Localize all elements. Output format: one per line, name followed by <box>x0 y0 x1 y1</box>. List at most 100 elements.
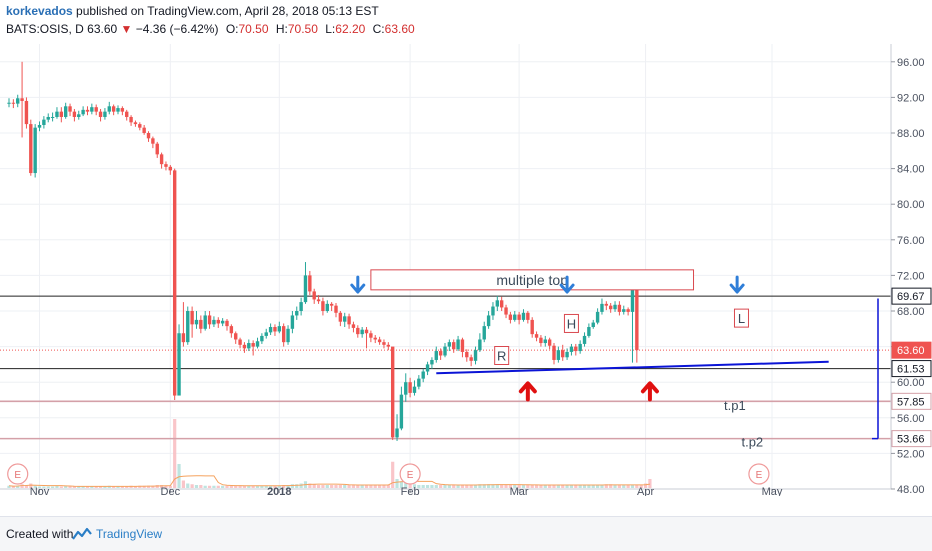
candle-body <box>308 275 312 292</box>
candle-body <box>543 339 547 344</box>
candle-body <box>499 300 504 308</box>
price-chart[interactable]: multiple top R H Lt.p1 t.p2 E E E 48.00 52.00 56.0… <box>0 44 932 496</box>
low-label: L: <box>325 22 336 36</box>
earnings-icon <box>748 463 770 485</box>
price-axis-label: 76.00 <box>897 235 925 247</box>
time-axis-label: Apr <box>637 486 654 496</box>
volume-bar <box>234 485 238 488</box>
time-axis-label: Feb <box>401 486 420 496</box>
candle-body <box>111 106 116 112</box>
earnings-icon <box>7 463 29 485</box>
candle-body <box>465 351 469 358</box>
candle-body <box>81 109 85 115</box>
volume-bar <box>282 485 286 488</box>
volume-bar <box>46 486 50 488</box>
volume-bar <box>465 485 469 488</box>
price-tag-label: 61.53 <box>897 364 925 376</box>
volume-bar <box>216 485 220 488</box>
candle-body <box>207 315 212 325</box>
volume-bar <box>500 485 504 488</box>
volume-bar <box>330 485 334 488</box>
volume-bar <box>173 419 177 488</box>
candle-body <box>225 320 229 327</box>
volume-bar <box>207 485 212 488</box>
volume-bar <box>338 485 342 488</box>
price-tag-label: 63.60 <box>897 345 925 357</box>
candle-body <box>473 350 478 361</box>
price-axis-label: 80.00 <box>897 199 925 211</box>
candle-body <box>273 327 277 332</box>
candle-body <box>63 106 68 117</box>
pattern-letter: H <box>567 316 576 331</box>
volume-bar <box>64 485 68 488</box>
volume-bar <box>569 485 574 488</box>
author-link[interactable]: korkevados <box>6 4 73 18</box>
volume-bar <box>20 484 24 488</box>
volume-bar <box>439 485 443 488</box>
candle-body <box>608 305 613 310</box>
volume-bar <box>548 485 552 488</box>
candle-body <box>404 382 408 395</box>
volume-bar <box>482 484 486 488</box>
candle-body <box>447 342 452 347</box>
price-axis-label: 60.00 <box>897 377 925 389</box>
candle-body <box>561 350 565 358</box>
candle-body <box>277 326 282 332</box>
volume-bar <box>565 485 569 488</box>
volume-bar <box>242 485 247 488</box>
candle-body <box>129 116 133 123</box>
time-axis-label: Nov <box>30 486 50 496</box>
candle-body <box>412 386 417 393</box>
tradingview-logo-icon[interactable] <box>72 527 92 541</box>
volume-bar <box>203 485 207 488</box>
volume-bar <box>473 485 478 488</box>
candle-body <box>569 346 574 352</box>
volume-bar <box>417 485 421 488</box>
candle-body <box>234 333 238 340</box>
candle-body <box>181 333 186 343</box>
volume-bar <box>325 485 329 488</box>
volume-bars <box>7 419 652 488</box>
volume-bar <box>425 485 430 488</box>
volume-bar <box>630 485 635 488</box>
volume-bar <box>469 485 473 488</box>
volume-bar <box>369 485 373 488</box>
volume-bar <box>37 486 42 488</box>
volume-bar <box>626 485 630 488</box>
publish-info: korkevados published on TradingView.com,… <box>6 4 379 18</box>
volume-bar <box>51 486 55 488</box>
pattern-letter-box <box>494 346 510 365</box>
volume-bar <box>452 485 456 488</box>
volume-bar <box>29 483 33 488</box>
candle-body <box>116 108 120 112</box>
volume-bar <box>125 486 129 488</box>
created-with-text: Created with <box>6 527 74 541</box>
candle-body <box>508 314 513 320</box>
volume-bar <box>316 485 321 488</box>
candle-body <box>68 106 72 112</box>
candle-body <box>591 322 595 328</box>
volume-bar <box>395 479 399 488</box>
price-axis-label: 48.00 <box>897 484 925 496</box>
symbol-info: BATS:OSIS, D 63.60 ▼ −4.36 (−6.42%) O:70… <box>6 22 415 36</box>
candle-body <box>364 329 369 334</box>
volume-bar <box>59 486 63 488</box>
candle-body <box>20 98 24 101</box>
volume-bar <box>190 484 194 488</box>
price-axis-label: 56.00 <box>897 413 925 425</box>
tradingview-link[interactable]: TradingView <box>96 527 163 541</box>
volume-bar <box>648 479 652 488</box>
candle-body <box>438 351 443 356</box>
volume-bar <box>133 486 138 488</box>
candle-body <box>443 346 447 356</box>
candle-body <box>103 111 107 117</box>
candle-body <box>539 337 543 344</box>
price-tag <box>891 360 932 378</box>
close-value: 63.60 <box>384 22 415 36</box>
candle-body <box>133 122 138 125</box>
volume-bar <box>530 485 534 488</box>
earnings-icon <box>399 463 421 485</box>
candle-body <box>242 344 247 349</box>
candle-body <box>16 98 20 104</box>
open-value: 70.50 <box>238 22 269 36</box>
